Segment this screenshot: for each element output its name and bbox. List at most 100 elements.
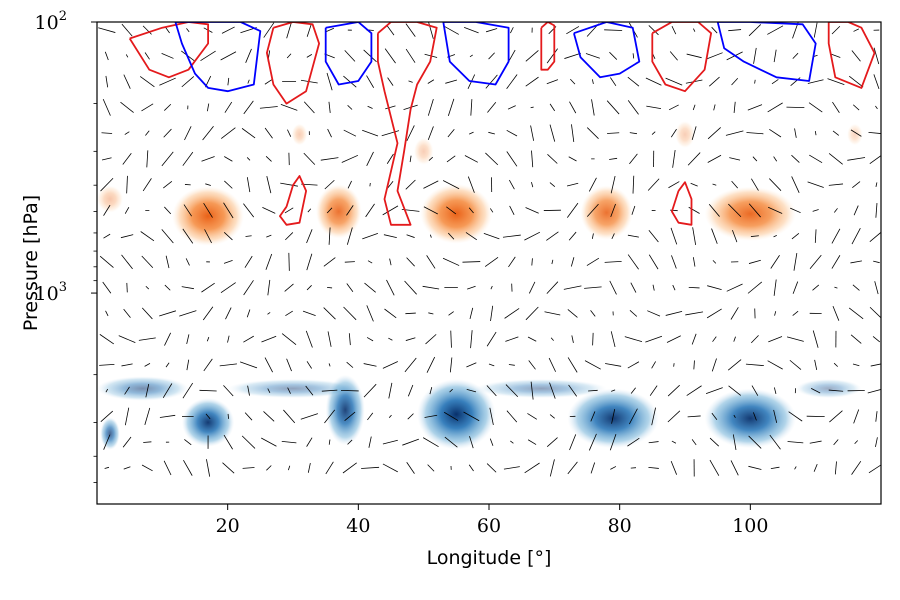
wind-vector xyxy=(141,103,154,112)
wind-vector xyxy=(692,104,696,111)
wind-vector xyxy=(590,310,596,317)
wind-vector xyxy=(831,255,841,269)
wind-vector xyxy=(530,125,535,141)
wind-vector xyxy=(591,99,595,116)
wind-vector xyxy=(667,384,680,397)
wind-vector xyxy=(487,102,497,113)
wind-vector xyxy=(181,76,195,88)
wind-vector xyxy=(140,231,155,242)
wind-vector xyxy=(632,53,635,59)
wind-vector xyxy=(753,47,757,64)
wind-vectors xyxy=(98,22,881,477)
wind-vector xyxy=(850,260,862,264)
wind-vector xyxy=(868,464,881,474)
wind-vector xyxy=(465,232,477,241)
wind-vector xyxy=(141,464,153,472)
wind-vector xyxy=(306,361,312,369)
negative-anomaly-patch xyxy=(100,417,120,450)
negative-anomaly-patch xyxy=(475,379,607,399)
wind-vector xyxy=(872,336,881,343)
wind-vector xyxy=(712,260,717,264)
wind-vector xyxy=(103,204,111,216)
y-tick-exponent: 2 xyxy=(59,9,67,24)
wind-vector xyxy=(544,311,561,316)
wind-vector xyxy=(224,180,233,189)
wind-vector xyxy=(794,128,797,138)
x-tick-label: 60 xyxy=(477,515,501,537)
wind-vector xyxy=(645,335,663,343)
wind-vector xyxy=(728,29,742,32)
wind-vector xyxy=(303,101,315,114)
wind-vector xyxy=(854,440,859,445)
wind-vector xyxy=(184,126,192,141)
wind-vector xyxy=(692,257,696,267)
wind-vector xyxy=(381,130,400,137)
wind-vector xyxy=(808,102,823,113)
wind-vector xyxy=(428,156,434,161)
wind-vector xyxy=(427,126,434,140)
wind-vector xyxy=(327,128,332,138)
wind-vector xyxy=(427,464,435,472)
wind-vector xyxy=(124,407,130,426)
wind-vector xyxy=(628,408,638,425)
wind-vector xyxy=(261,437,277,447)
wind-vector xyxy=(287,129,292,137)
wind-vector xyxy=(571,335,574,343)
wind-vector xyxy=(203,202,213,218)
wind-vector xyxy=(164,284,171,291)
wind-vector xyxy=(124,131,130,135)
negative-contour-line xyxy=(442,22,510,86)
wind-vector xyxy=(426,356,436,373)
wind-vector xyxy=(224,101,233,113)
wind-vector xyxy=(611,409,616,424)
wind-vector xyxy=(144,52,150,60)
wind-vector xyxy=(488,52,495,60)
wind-vector xyxy=(206,459,211,477)
wind-vector xyxy=(283,409,296,424)
wind-vector xyxy=(832,130,840,136)
wind-vector xyxy=(362,129,379,137)
wind-vector xyxy=(810,387,821,394)
wind-vector xyxy=(387,180,394,189)
wind-vector xyxy=(450,330,452,348)
wind-vector xyxy=(651,407,656,426)
wind-vector xyxy=(443,25,459,35)
wind-vector xyxy=(752,156,758,162)
wind-vector xyxy=(566,182,579,187)
wind-vector xyxy=(549,103,556,112)
positive-contour-line xyxy=(651,22,712,93)
wind-vector xyxy=(627,437,640,447)
wind-vector xyxy=(405,179,416,190)
wind-vector xyxy=(223,232,233,241)
wind-vector xyxy=(648,254,659,270)
wind-vector xyxy=(668,104,679,111)
wind-vector xyxy=(267,388,271,393)
wind-vector xyxy=(264,78,273,85)
wind-vector xyxy=(402,438,419,446)
wind-vector xyxy=(590,462,596,474)
negative-anomaly-patch xyxy=(704,388,797,449)
wind-vector xyxy=(141,307,153,320)
wind-vector xyxy=(466,362,477,368)
wind-vector xyxy=(786,106,805,109)
positive-contour-line xyxy=(671,181,693,226)
wind-vector xyxy=(382,439,398,445)
wind-vector xyxy=(244,412,253,421)
wind-vector xyxy=(245,235,252,237)
positive-anomaly-patch xyxy=(97,185,124,213)
wind-vector xyxy=(105,310,109,317)
wind-vector xyxy=(687,152,701,166)
wind-vector xyxy=(328,439,331,445)
negative-anomaly-patch xyxy=(227,379,359,399)
wind-vector xyxy=(446,206,457,215)
wind-vector xyxy=(246,157,251,161)
wind-vector xyxy=(604,260,622,263)
wind-vector xyxy=(346,205,354,216)
positive-contour-line xyxy=(278,175,308,226)
wind-vector xyxy=(709,437,720,447)
wind-vector xyxy=(508,256,516,268)
positive-anomaly-patch xyxy=(704,186,797,241)
wind-vector xyxy=(406,125,415,142)
wind-vector xyxy=(672,284,676,291)
wind-vector xyxy=(205,413,211,420)
